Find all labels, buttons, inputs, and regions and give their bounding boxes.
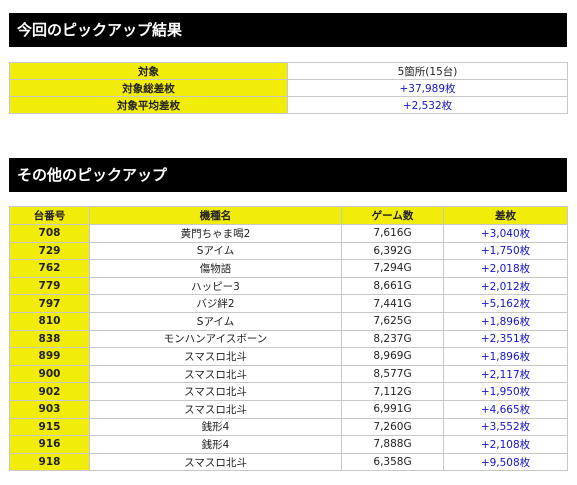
table-header-row: 台番号 機種名 ゲーム数 差枚 bbox=[9, 206, 568, 225]
machine-number-cell: 916 bbox=[9, 435, 90, 454]
summary-label: 対象 bbox=[9, 62, 288, 80]
machine-name-cell: 銭形4 bbox=[89, 417, 342, 437]
table-row: 838 モンハンアイスボーン 8,237G +2,351枚 bbox=[9, 329, 568, 349]
table-row: 918 スマスロ北斗 6,358G +9,508枚 bbox=[9, 452, 568, 472]
machine-name-cell: スマスロ北斗 bbox=[89, 382, 342, 401]
machine-name-cell: ハッピー3 bbox=[89, 276, 342, 296]
machine-name-cell: スマスロ北斗 bbox=[89, 347, 342, 366]
coin-difference-cell: +2,108枚 bbox=[443, 435, 568, 454]
machine-name-cell: Sアイム bbox=[89, 311, 342, 331]
machine-number-cell: 797 bbox=[9, 294, 90, 313]
table-row: 900 スマスロ北斗 8,577G +2,117枚 bbox=[9, 364, 568, 384]
machine-number-cell: 838 bbox=[9, 329, 90, 349]
table-row: 915 銭形4 7,260G +3,552枚 bbox=[9, 417, 568, 437]
header-machine-name: 機種名 bbox=[89, 206, 342, 225]
machine-number-cell: 918 bbox=[9, 452, 90, 472]
game-count-cell: 7,260G bbox=[341, 417, 444, 437]
game-count-cell: 6,991G bbox=[341, 399, 444, 419]
game-count-cell: 8,661G bbox=[341, 276, 444, 296]
machine-number-cell: 779 bbox=[9, 276, 90, 296]
summary-row: 対象平均差枚 +2,532枚 bbox=[9, 96, 568, 114]
machine-name-cell: モンハンアイスボーン bbox=[89, 329, 342, 349]
table-row: 899 スマスロ北斗 8,969G +1,896枚 bbox=[9, 347, 568, 366]
machine-number-cell: 729 bbox=[9, 241, 90, 261]
coin-difference-cell: +3,040枚 bbox=[443, 224, 568, 243]
machine-number-cell: 903 bbox=[9, 399, 90, 419]
machine-name-cell: 黄門ちゃま喝2 bbox=[89, 224, 342, 243]
game-count-cell: 7,112G bbox=[341, 382, 444, 401]
machine-name-cell: バジ絆2 bbox=[89, 294, 342, 313]
game-count-cell: 7,888G bbox=[341, 435, 444, 454]
header-coin-difference: 差枚 bbox=[443, 206, 568, 225]
summary-row: 対象総差枚 +37,989枚 bbox=[9, 79, 568, 97]
table-row: 903 スマスロ北斗 6,991G +4,665枚 bbox=[9, 399, 568, 419]
table-row: 902 スマスロ北斗 7,112G +1,950枚 bbox=[9, 382, 568, 401]
machine-name-cell: 銭形4 bbox=[89, 435, 342, 454]
coin-difference-cell: +1,896枚 bbox=[443, 311, 568, 331]
machine-name-cell: スマスロ北斗 bbox=[89, 452, 342, 472]
machine-name-cell: スマスロ北斗 bbox=[89, 399, 342, 419]
machine-number-cell: 810 bbox=[9, 311, 90, 331]
game-count-cell: 8,237G bbox=[341, 329, 444, 349]
other-pickup-heading: その他のピックアップ bbox=[9, 158, 567, 192]
coin-difference-cell: +2,117枚 bbox=[443, 364, 568, 384]
table-row: 762 傷物語 7,294G +2,018枚 bbox=[9, 259, 568, 278]
coin-difference-cell: +2,012枚 bbox=[443, 276, 568, 296]
game-count-cell: 8,577G bbox=[341, 364, 444, 384]
table-row: 797 バジ絆2 7,441G +5,162枚 bbox=[9, 294, 568, 313]
pickup-result-heading: 今回のピックアップ結果 bbox=[9, 13, 567, 47]
coin-difference-cell: +4,665枚 bbox=[443, 399, 568, 419]
machine-number-cell: 708 bbox=[9, 224, 90, 243]
coin-difference-cell: +2,018枚 bbox=[443, 259, 568, 278]
table-row: 708 黄門ちゃま喝2 7,616G +3,040枚 bbox=[9, 224, 568, 243]
table-row: 729 Sアイム 6,392G +1,750枚 bbox=[9, 241, 568, 261]
coin-difference-cell: +1,950枚 bbox=[443, 382, 568, 401]
machine-number-cell: 915 bbox=[9, 417, 90, 437]
summary-label: 対象平均差枚 bbox=[9, 96, 288, 114]
summary-row: 対象 5箇所(15台) bbox=[9, 62, 568, 80]
game-count-cell: 6,358G bbox=[341, 452, 444, 472]
game-count-cell: 7,441G bbox=[341, 294, 444, 313]
game-count-cell: 7,625G bbox=[341, 311, 444, 331]
coin-difference-cell: +1,896枚 bbox=[443, 347, 568, 366]
header-machine-number: 台番号 bbox=[9, 206, 90, 225]
summary-value: +2,532枚 bbox=[287, 96, 568, 114]
pickup-summary-table: 対象 5箇所(15台) 対象総差枚 +37,989枚 対象平均差枚 +2,532枚 bbox=[9, 62, 568, 114]
coin-difference-cell: +3,552枚 bbox=[443, 417, 568, 437]
game-count-cell: 6,392G bbox=[341, 241, 444, 261]
coin-difference-cell: +2,351枚 bbox=[443, 329, 568, 349]
machine-number-cell: 900 bbox=[9, 364, 90, 384]
coin-difference-cell: +9,508枚 bbox=[443, 452, 568, 472]
coin-difference-cell: +5,162枚 bbox=[443, 294, 568, 313]
summary-value: 5箇所(15台) bbox=[287, 62, 568, 80]
game-count-cell: 8,969G bbox=[341, 347, 444, 366]
machine-name-cell: 傷物語 bbox=[89, 259, 342, 278]
table-row: 916 銭形4 7,888G +2,108枚 bbox=[9, 435, 568, 454]
machine-number-cell: 902 bbox=[9, 382, 90, 401]
header-game-count: ゲーム数 bbox=[341, 206, 444, 225]
summary-body: 対象 5箇所(15台) 対象総差枚 +37,989枚 対象平均差枚 +2,532枚 bbox=[9, 62, 568, 114]
table-row: 810 Sアイム 7,625G +1,896枚 bbox=[9, 311, 568, 331]
picks-body: 708 黄門ちゃま喝2 7,616G +3,040枚 729 Sアイム 6,392G +1,7… bbox=[9, 224, 568, 472]
game-count-cell: 7,294G bbox=[341, 259, 444, 278]
summary-value: +37,989枚 bbox=[287, 79, 568, 97]
machine-number-cell: 762 bbox=[9, 259, 90, 278]
machine-name-cell: Sアイム bbox=[89, 241, 342, 261]
machine-number-cell: 899 bbox=[9, 347, 90, 366]
machine-name-cell: スマスロ北斗 bbox=[89, 364, 342, 384]
summary-label: 対象総差枚 bbox=[9, 79, 288, 97]
game-count-cell: 7,616G bbox=[341, 224, 444, 243]
coin-difference-cell: +1,750枚 bbox=[443, 241, 568, 261]
table-row: 779 ハッピー3 8,661G +2,012枚 bbox=[9, 276, 568, 296]
other-pickup-table: 台番号 機種名 ゲーム数 差枚 708 黄門ちゃま喝2 7,616G +3,040枚 7… bbox=[9, 206, 568, 472]
